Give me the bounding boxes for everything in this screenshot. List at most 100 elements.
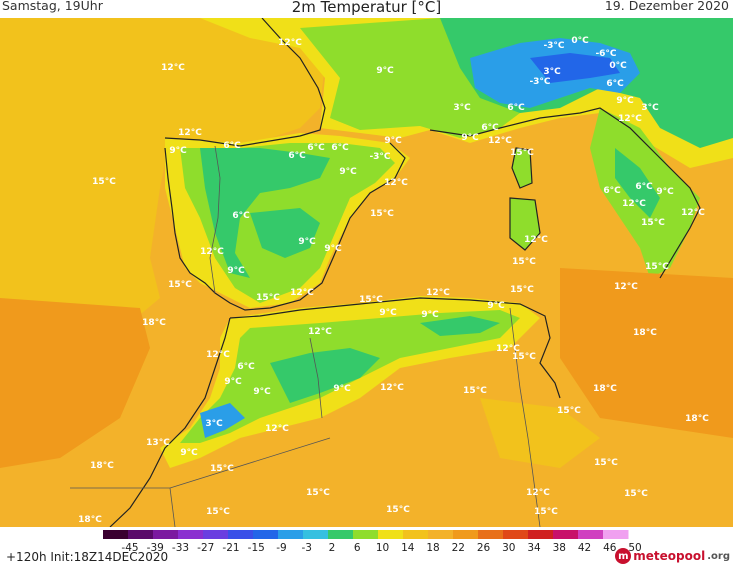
color-scale-tick-label: -33	[172, 542, 189, 554]
color-scale-ticks: -45 -39 -33 -27 -21 -15 -9 -3 2 6 10 14 18 22 26 30 34 38…	[121, 542, 641, 554]
color-scale-tick-label: -9	[276, 542, 286, 554]
color-scale-swatch	[128, 530, 154, 539]
color-scale-tick-label: -39	[147, 542, 164, 554]
temperature-label: 12°C	[614, 282, 638, 292]
color-scale-tick-label: 38	[553, 542, 566, 554]
temperature-label: 6°C	[288, 151, 306, 161]
temperature-label: 6°C	[507, 103, 525, 113]
temperature-label: 6°C	[331, 143, 349, 153]
temperature-label: 15°C	[370, 209, 394, 219]
temperature-label: 15°C	[510, 285, 534, 295]
temperature-label: 12°C	[200, 247, 224, 257]
color-scale-tick-label: 42	[578, 542, 591, 554]
color-scale-swatch	[203, 530, 229, 539]
color-scale-tick-label: 26	[477, 542, 491, 554]
color-scale-swatch	[453, 530, 479, 539]
temperature-label: 15°C	[306, 488, 330, 498]
color-scale-swatch	[528, 530, 554, 539]
temperature-map: 12°C12°C9°C-3°C 0°C-6°C0°C3°C-3°C 6°C9°C3°…	[0, 18, 733, 527]
color-scale-swatch	[603, 530, 629, 539]
color-scale: -45 -39 -33 -27 -21 -15 -9 -3 2 6 10 14 18 22 26 30 34 38…	[0, 527, 733, 566]
temperature-label: 9°C	[298, 237, 316, 247]
temperature-label: 12°C	[278, 38, 302, 48]
temperature-label: 15°C	[359, 295, 383, 305]
temperature-label: 0°C	[609, 61, 627, 71]
color-scale-swatch	[278, 530, 304, 539]
color-scale-swatch	[403, 530, 429, 539]
color-scale-tick-label: -15	[248, 542, 265, 554]
temperature-label: 12°C	[524, 235, 548, 245]
temperature-label: 12°C	[380, 383, 404, 393]
temperature-label: 18°C	[633, 328, 657, 338]
temperature-label: 12°C	[496, 344, 520, 354]
temperature-label: 12°C	[622, 199, 646, 209]
temperature-label: 12°C	[526, 488, 550, 498]
corsica	[512, 148, 532, 188]
color-scale-tick-label: 34	[527, 542, 541, 554]
run-info-label: +120h Init:18Z14DEC2020	[6, 550, 169, 564]
temperature-label: 9°C	[253, 387, 271, 397]
temperature-label: 12°C	[308, 327, 332, 337]
color-scale-swatch	[478, 530, 504, 539]
temperature-label: 12°C	[681, 208, 705, 218]
temperature-label: 12°C	[161, 63, 185, 73]
temperature-label: 9°C	[421, 310, 439, 320]
temperature-label: 6°C	[223, 141, 241, 151]
color-scale-swatch	[553, 530, 579, 539]
meteopool-logo[interactable]: m meteopool .org	[615, 548, 730, 564]
temperature-label: 12°C	[206, 350, 230, 360]
coastlines	[109, 18, 701, 527]
color-scale-tick-label: 6	[354, 542, 361, 554]
temperature-label: 9°C	[379, 308, 397, 318]
apennines	[615, 148, 660, 218]
temperature-label: 9°C	[656, 187, 674, 197]
temperature-label: 3°C	[205, 419, 223, 429]
temperature-label: 6°C	[307, 143, 325, 153]
color-scale-swatch	[428, 530, 454, 539]
temperature-label: 12°C	[426, 288, 450, 298]
temperature-label: 18°C	[78, 515, 102, 525]
temperature-label: 9°C	[487, 301, 505, 311]
temperature-label: 15°C	[641, 218, 665, 228]
temperature-label: 18°C	[593, 384, 617, 394]
temperature-label: 9°C	[339, 167, 357, 177]
alps-coldest	[530, 53, 620, 83]
sahara-area	[170, 438, 733, 527]
atlas-mountains	[270, 348, 380, 403]
temperature-label: 3°C	[453, 103, 471, 113]
temperature-label: 9°C	[461, 133, 479, 143]
temperature-label: 12°C	[618, 114, 642, 124]
temperature-label: 6°C	[603, 186, 621, 196]
color-scale-swatch	[328, 530, 354, 539]
temperature-label: 15°C	[624, 489, 648, 499]
temperature-label: 12°C	[178, 128, 202, 138]
color-scale-swatch	[253, 530, 279, 539]
temperature-label: -3°C	[369, 152, 390, 162]
sardinia	[510, 198, 540, 250]
country-borders	[70, 145, 541, 527]
temperature-label: 3°C	[641, 103, 659, 113]
meteopool-logo-icon: m	[615, 548, 632, 564]
temperature-label: 15°C	[594, 458, 618, 468]
temperature-label: 12°C	[265, 424, 289, 434]
temperature-label: 9°C	[227, 266, 245, 276]
temperature-label: 15°C	[512, 257, 536, 267]
color-scale-swatch	[303, 530, 329, 539]
color-scale-tick-label: 46	[603, 542, 617, 554]
temperature-label: 15°C	[645, 262, 669, 272]
temperature-label: 15°C	[557, 406, 581, 416]
temperature-label: 18°C	[142, 318, 166, 328]
temperature-label: 12°C	[290, 288, 314, 298]
temperature-label: 15°C	[512, 352, 536, 362]
color-scale-swatch	[228, 530, 254, 539]
color-scale-tick-label: 2	[329, 542, 336, 554]
temperature-labels: 12°C12°C9°C-3°C 0°C-6°C0°C3°C-3°C 6°C9°C3°…	[78, 36, 709, 525]
color-scale-tick-label: -27	[197, 542, 214, 554]
temperature-label: 0°C	[571, 36, 589, 46]
temperature-label: 6°C	[237, 362, 255, 372]
temperature-label: 12°C	[488, 136, 512, 146]
temperature-label: 15°C	[256, 293, 280, 303]
temperature-label: 9°C	[224, 377, 242, 387]
temperature-label: 15°C	[534, 507, 558, 517]
